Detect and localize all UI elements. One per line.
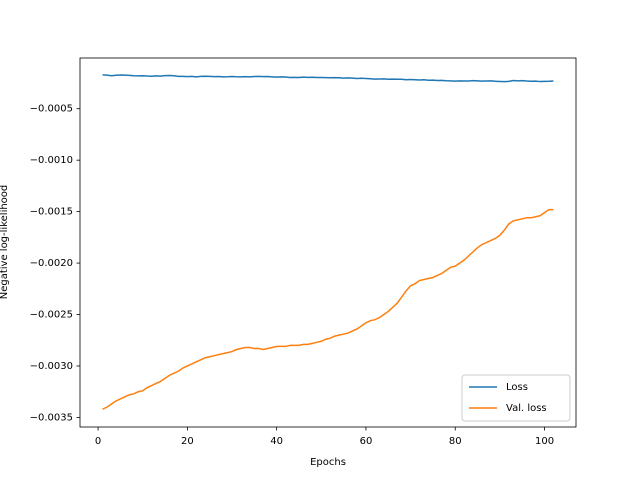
x-axis-label: Epochs <box>310 457 346 468</box>
y-tick-label: −0.0030 <box>30 361 73 372</box>
x-tick-label: 0 <box>95 436 101 447</box>
x-tick-label: 60 <box>360 436 373 447</box>
x-tick-label: 20 <box>181 436 194 447</box>
axes-frame <box>79 57 577 428</box>
y-tick-label: −0.0035 <box>30 412 73 423</box>
y-tick-label: −0.0025 <box>30 310 73 321</box>
x-tick-label: 100 <box>535 436 554 447</box>
y-axis-label: Negative log-likelihood <box>0 185 10 300</box>
y-tick-label: −0.0015 <box>30 207 73 218</box>
x-tick-label: 80 <box>449 436 462 447</box>
y-tick-label: −0.0005 <box>30 104 73 115</box>
line-series <box>102 74 554 83</box>
x-tick-label: 40 <box>270 436 283 447</box>
y-tick-label: −0.0020 <box>30 258 73 269</box>
legend-label: Loss <box>506 382 528 393</box>
line-series <box>102 208 554 410</box>
y-tick-label: −0.0010 <box>30 155 73 166</box>
legend-label: Val. loss <box>506 403 547 414</box>
